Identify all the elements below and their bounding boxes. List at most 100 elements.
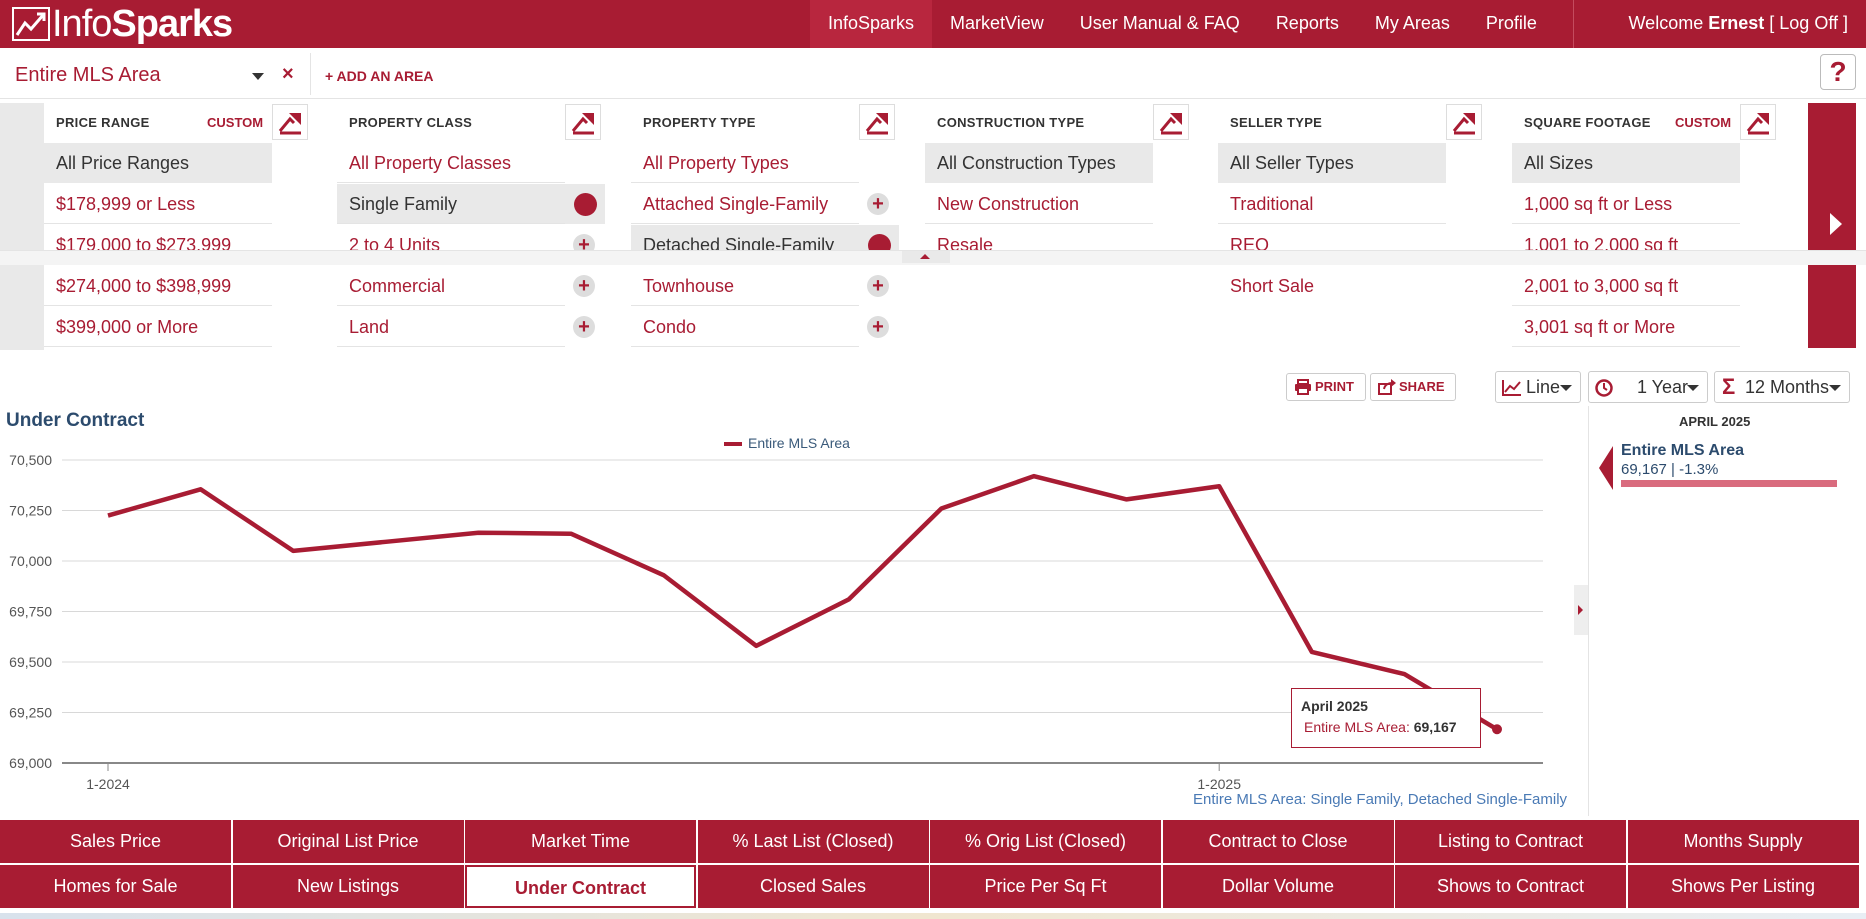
nav-reports[interactable]: Reports — [1275, 13, 1339, 33]
filter-title: SQUARE FOOTAGE — [1524, 115, 1651, 130]
filter-option[interactable]: All Construction Types — [925, 143, 1153, 183]
plus-icon[interactable]: + — [573, 316, 595, 338]
filter-option[interactable]: Land — [337, 307, 565, 347]
metric-button[interactable]: Months Supply — [1627, 820, 1859, 863]
move-filter-icon[interactable] — [859, 104, 895, 140]
line-chart[interactable]: 70,500 70,250 70,000 69,750 69,500 69,250 69,0… — [0, 440, 1580, 800]
metric-button[interactable]: Under Contract — [465, 865, 696, 908]
filter-option[interactable]: 3,001 sq ft or More — [1512, 307, 1740, 347]
chart-logo-icon — [12, 7, 50, 41]
metric-button[interactable]: Dollar Volume — [1162, 865, 1394, 908]
metric-button[interactable]: Shows Per Listing — [1627, 865, 1859, 908]
filter-option[interactable]: All Sizes — [1512, 143, 1740, 183]
period-value: 1 Year — [1637, 377, 1689, 397]
filter-option[interactable]: Condo — [631, 307, 859, 347]
metric-button[interactable]: Original List Price — [232, 820, 464, 863]
filter-scroll-right-button[interactable] — [1808, 103, 1856, 348]
metric-button[interactable]: Closed Sales — [697, 865, 929, 908]
remove-area-button[interactable]: × — [282, 63, 294, 85]
collapse-filters-button[interactable] — [902, 251, 950, 263]
chart-subtitle: Entire MLS Area: Single Family, Detached… — [1193, 791, 1568, 808]
period-dropdown[interactable]: 1 Year — [1588, 371, 1708, 403]
logoff-link[interactable]: [ Log Off ] — [1769, 13, 1848, 33]
filter-title: CONSTRUCTION TYPE — [937, 115, 1085, 130]
nav-user-manual[interactable]: User Manual & FAQ — [1079, 13, 1240, 33]
metric-button[interactable]: Shows to Contract — [1395, 865, 1626, 908]
selected-dot-icon — [574, 193, 597, 216]
metric-button[interactable]: Listing to Contract — [1395, 820, 1626, 863]
filter-option[interactable]: Attached Single-Family — [631, 184, 859, 224]
metric-button[interactable]: Market Time — [465, 820, 696, 863]
share-button[interactable]: SHARE — [1370, 373, 1456, 401]
filter-option[interactable]: All Property Classes — [337, 143, 565, 183]
filter-option[interactable]: All Seller Types — [1218, 143, 1446, 183]
infosparks-logo[interactable]: InfoSparks — [12, 2, 233, 46]
filter-option[interactable]: Traditional — [1218, 184, 1446, 224]
metric-button[interactable]: % Last List (Closed) — [697, 820, 929, 863]
chart-type-dropdown[interactable]: Line — [1495, 371, 1581, 403]
filter-option[interactable]: Commercial — [337, 266, 565, 306]
help-button[interactable]: ? — [1820, 54, 1856, 90]
bottom-strip — [0, 913, 1866, 919]
metric-button[interactable]: % Orig List (Closed) — [930, 820, 1161, 863]
summary-area-name[interactable]: Entire MLS Area — [1621, 442, 1744, 459]
filter-option[interactable]: All Property Types — [631, 143, 859, 183]
rolling-value: 12 Months — [1745, 377, 1830, 397]
plus-icon[interactable]: + — [867, 316, 889, 338]
filter-title: SELLER TYPE — [1230, 115, 1323, 130]
area-dropdown[interactable]: Entire MLS Area × — [0, 53, 311, 95]
top-navigation-bar: InfoSparks InfoSparks MarketView User Ma… — [0, 0, 1866, 48]
metric-buttons: Sales Price Original List Price Market Tim… — [0, 820, 1859, 911]
filter-option[interactable]: Short Sale — [1230, 276, 1315, 296]
custom-link[interactable]: CUSTOM — [1675, 115, 1732, 130]
printer-icon — [1295, 379, 1311, 395]
nav-marketview[interactable]: MarketView — [950, 13, 1044, 33]
rolling-dropdown[interactable]: Σ 12 Months — [1714, 371, 1850, 403]
metric-button[interactable]: New Listings — [232, 865, 464, 908]
brand-name: InfoSparks — [52, 2, 233, 46]
line-chart-icon — [1502, 380, 1521, 396]
y-tick-label: 70,250 — [9, 503, 52, 519]
plus-icon[interactable]: + — [867, 193, 889, 215]
side-panel-toggle[interactable] — [1574, 585, 1588, 635]
filter-scroll-left[interactable] — [0, 103, 44, 350]
filter-option[interactable]: 1,000 sq ft or Less — [1512, 184, 1740, 224]
selected-indicator[interactable] — [565, 184, 605, 224]
add-area-button[interactable]: + ADD AN AREA — [325, 68, 434, 84]
print-button[interactable]: PRINT — [1286, 373, 1366, 401]
area-bar: Entire MLS Area × + ADD AN AREA ? — [0, 48, 1866, 99]
filter-option[interactable]: New Construction — [925, 184, 1153, 224]
metric-button[interactable]: Price Per Sq Ft — [930, 865, 1161, 908]
nav-infosparks[interactable]: InfoSparks — [810, 0, 933, 48]
brand-name-part2: Sparks — [111, 2, 233, 45]
filter-price-range: PRICE RANGE CUSTOM All Price Ranges $178… — [44, 103, 324, 350]
move-filter-icon[interactable] — [1153, 104, 1189, 140]
nav-profile[interactable]: Profile — [1485, 13, 1537, 33]
filter-option-selected[interactable]: Single Family — [337, 184, 565, 224]
metric-button[interactable]: Sales Price — [0, 820, 231, 863]
metric-button[interactable]: Contract to Close — [1162, 820, 1394, 863]
move-filter-icon[interactable] — [1446, 104, 1482, 140]
nav-my-areas[interactable]: My Areas — [1374, 13, 1450, 33]
filter-option[interactable]: Townhouse — [631, 266, 859, 306]
chart-legend[interactable]: Entire MLS Area — [724, 435, 850, 451]
filter-option[interactable]: $399,000 or More — [44, 307, 272, 347]
plus-icon[interactable]: + — [573, 275, 595, 297]
move-filter-icon[interactable] — [272, 104, 308, 140]
plus-icon[interactable]: + — [867, 275, 889, 297]
y-tick-label: 70,500 — [9, 452, 52, 468]
filter-option[interactable]: 2,001 to 3,000 sq ft — [1512, 266, 1740, 306]
pointer-left-icon — [1599, 446, 1613, 490]
move-filter-icon[interactable] — [565, 104, 601, 140]
filter-option[interactable]: $274,000 to $398,999 — [44, 266, 272, 306]
caret-down-icon — [1687, 385, 1699, 391]
y-tick-label: 69,250 — [9, 705, 52, 721]
main-nav: InfoSparks MarketView User Manual & FAQ … — [810, 0, 1555, 48]
chevron-up-icon — [920, 254, 930, 259]
move-filter-icon[interactable] — [1740, 104, 1776, 140]
custom-link[interactable]: CUSTOM — [207, 115, 264, 130]
filter-option[interactable]: $178,999 or Less — [44, 184, 272, 224]
area-dropdown-value: Entire MLS Area — [15, 64, 161, 86]
filter-option[interactable]: All Price Ranges — [44, 143, 272, 183]
metric-button[interactable]: Homes for Sale — [0, 865, 231, 908]
